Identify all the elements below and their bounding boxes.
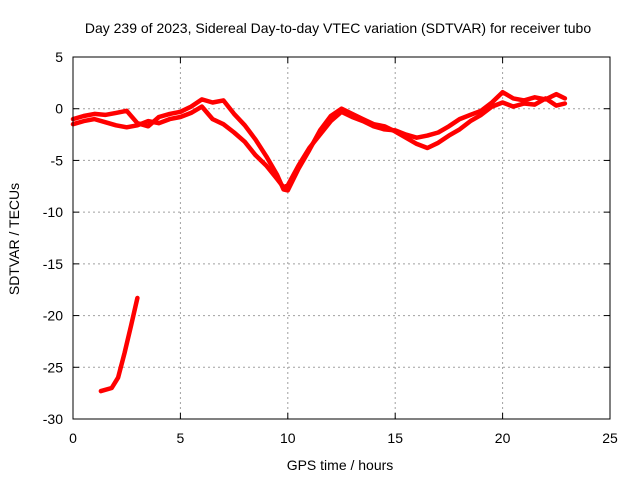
y-tick-label: 0 [55, 101, 63, 117]
x-tick-label: 0 [69, 430, 77, 446]
y-axis-label: SDTVAR / TECUs [6, 183, 22, 295]
y-tick-label: -15 [43, 256, 63, 272]
x-tick-label: 5 [177, 430, 185, 446]
plot-border [72, 56, 611, 420]
y-tick-label: -10 [43, 204, 63, 220]
y-ticks: -30 -25 -20 -15 -10 -5 0 5 [43, 49, 610, 427]
series-line-track-b [70, 96, 568, 193]
y-tick-label: -5 [51, 152, 64, 168]
y-tick-label: 5 [55, 49, 63, 65]
series-line-track-c [98, 295, 140, 394]
x-axis-label: GPS time / hours [287, 457, 394, 473]
x-ticks: 0 5 10 15 20 25 [69, 57, 618, 446]
x-tick-label: 20 [495, 430, 511, 446]
x-tick-label: 10 [280, 430, 296, 446]
y-tick-label: -30 [43, 411, 63, 427]
series-group [70, 89, 568, 394]
x-tick-label: 25 [602, 430, 618, 446]
chart-title: Day 239 of 2023, Sidereal Day-to-day VTE… [85, 20, 592, 36]
x-tick-label: 15 [387, 430, 403, 446]
y-tick-label: -25 [43, 359, 63, 375]
y-tick-label: -20 [43, 308, 63, 324]
grid [73, 57, 610, 419]
